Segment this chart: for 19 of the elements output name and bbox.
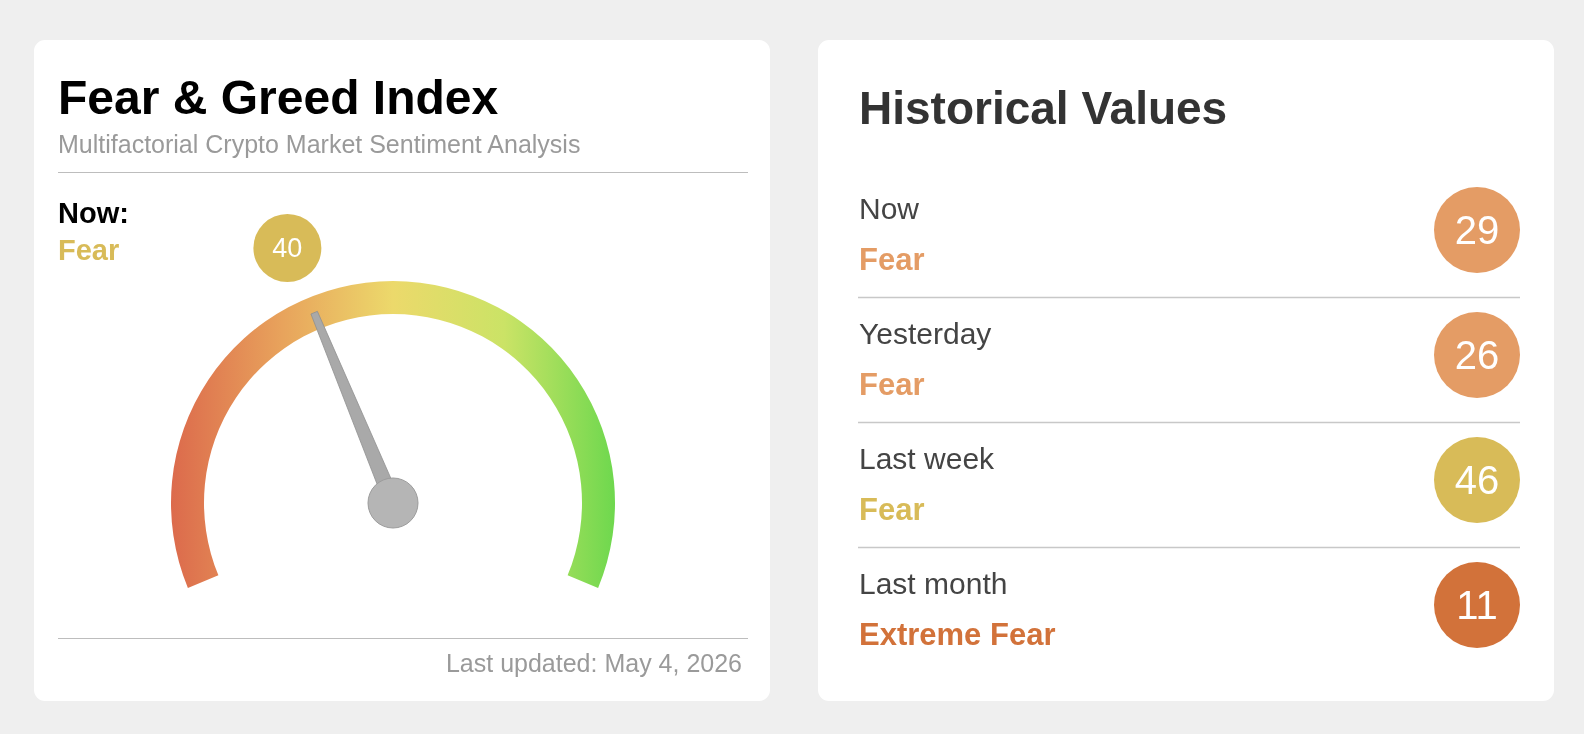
text: Fear & Greed Index [58,71,499,124]
text: Extreme Fear [859,617,1056,652]
text: Historical Values [859,82,1228,134]
text: Multifactorial Crypto Market Sentiment Analysis [58,130,581,158]
category-label: Last month [859,567,1008,600]
text: Last updated: May 4, 2026 [445,649,742,677]
data-label: 40 [272,233,303,264]
category-label: Yesterday [859,317,992,350]
category-label: Now [859,192,920,225]
text: Fear [859,367,925,402]
text: Fear [859,492,925,527]
data-label: 26 [1454,333,1500,377]
data-label: 29 [1454,208,1500,252]
text: Fear [859,242,925,277]
data-label: 11 [1456,583,1498,627]
data-label: 46 [1454,458,1500,502]
category-label: Last week [859,442,996,475]
text: Now: [58,197,129,229]
text: Fear [58,234,120,266]
